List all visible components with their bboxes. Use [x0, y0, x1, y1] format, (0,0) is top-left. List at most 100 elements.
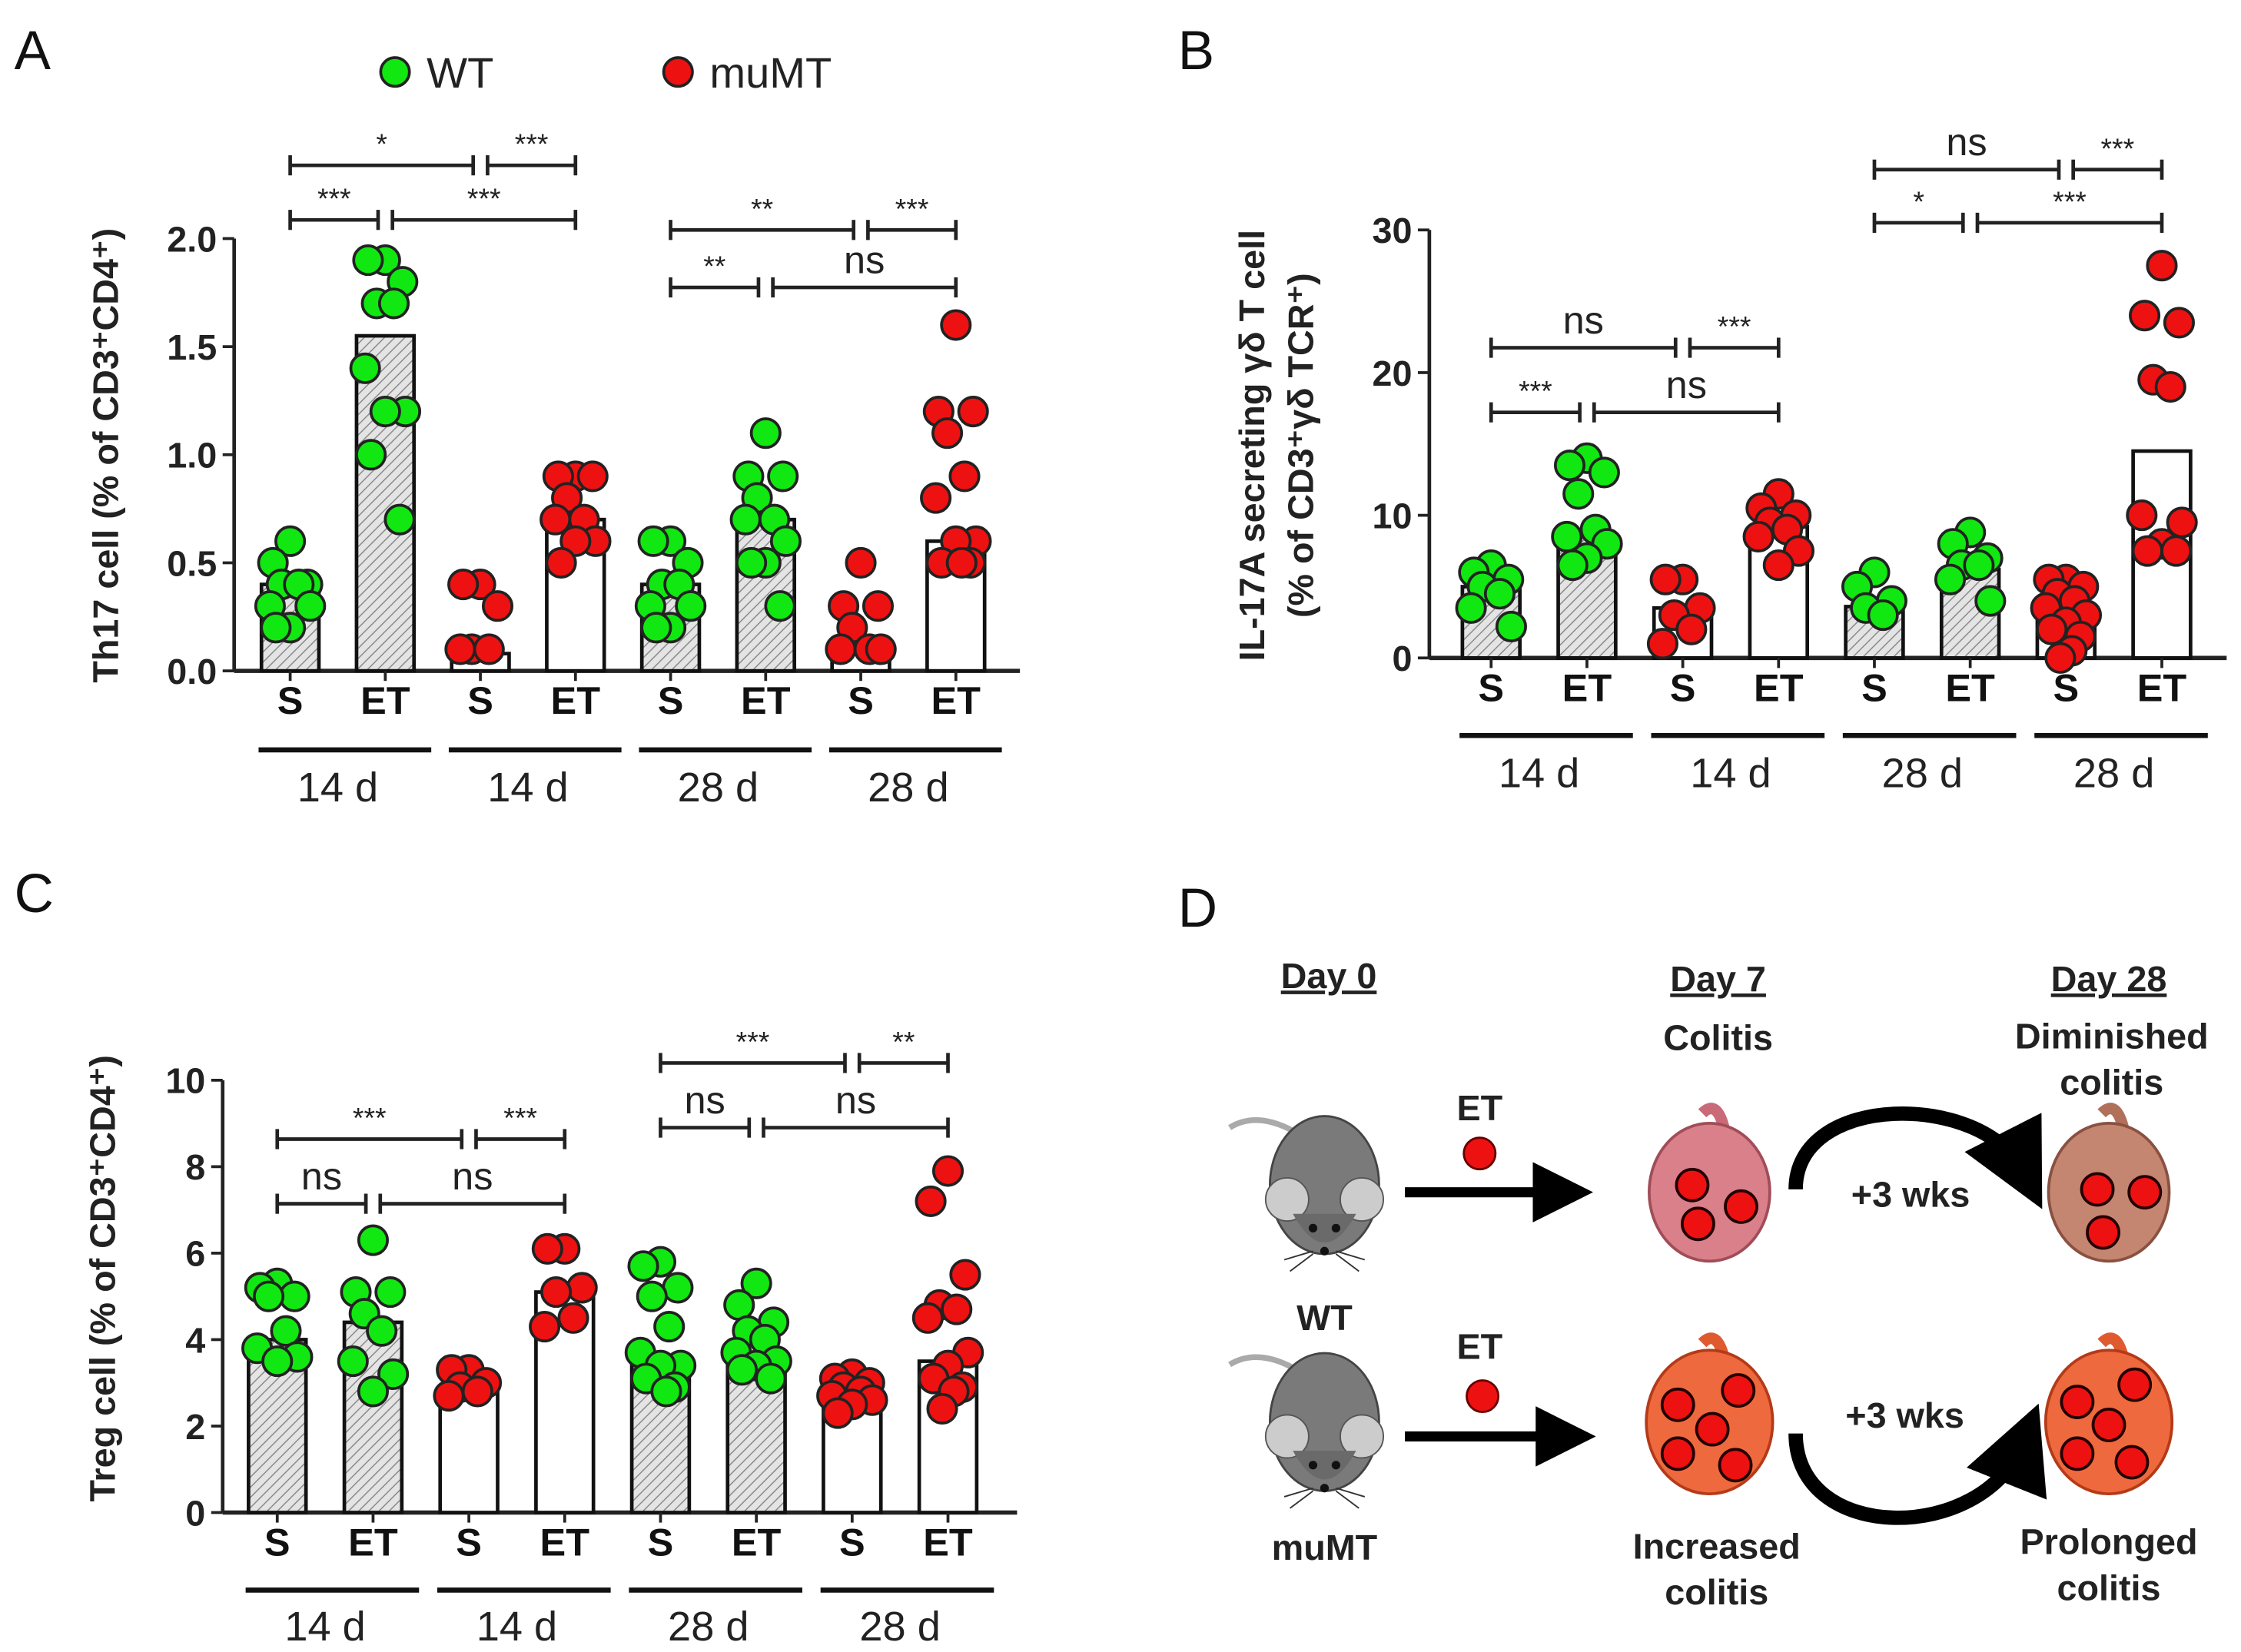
data-point [845, 546, 877, 579]
data-point [294, 590, 327, 622]
group-label: 14 d [1690, 751, 1771, 797]
data-point [270, 1315, 302, 1347]
significance-label: ** [703, 250, 725, 282]
group-label: 14 d [1499, 751, 1579, 797]
x-tick-label: ET [348, 1521, 398, 1564]
data-point [640, 612, 672, 644]
group-label: 28 d [2073, 751, 2154, 797]
data-point [1974, 585, 2007, 617]
panel-label-c: C [15, 864, 54, 924]
data-point [433, 1380, 465, 1412]
data-point [948, 460, 981, 493]
y-tick-label: 4 [185, 1320, 205, 1360]
data-point [740, 1267, 772, 1299]
data-point [559, 525, 592, 557]
data-point [755, 1362, 787, 1395]
y-tick-label: 8 [185, 1147, 205, 1187]
significance-label: *** [1718, 310, 1751, 343]
data-point [915, 1185, 947, 1217]
x-tick-label: ET [551, 678, 601, 722]
x-tick-label: S [456, 1521, 482, 1564]
x-tick-label: S [848, 678, 874, 722]
data-point [545, 546, 577, 579]
increased-label-2: colitis [1665, 1572, 1768, 1612]
data-point [2044, 642, 2077, 674]
data-point [2036, 613, 2068, 645]
data-point [260, 612, 292, 644]
mumt-mouse-icon [1228, 1352, 1385, 1509]
group-label: 14 d [297, 765, 378, 811]
data-point [941, 1293, 973, 1325]
data-point [1963, 549, 1995, 582]
data-point [355, 439, 387, 471]
data-point [352, 244, 384, 277]
data-point [2131, 535, 2163, 567]
data-point [540, 1275, 573, 1309]
colitis-label: Colitis [1663, 1018, 1773, 1058]
data-point [357, 1224, 390, 1256]
y-tick-label: 10 [165, 1061, 205, 1101]
significance-label: *** [503, 1102, 537, 1134]
significance-label: *** [467, 182, 501, 214]
significance-label: *** [317, 182, 351, 214]
et-bottom-dot-icon [1466, 1379, 1500, 1414]
data-point [349, 352, 381, 384]
intestine-wt-day28-icon [2047, 1103, 2171, 1263]
day0-label: Day 0 [1281, 956, 1377, 996]
significance-label: ns [1946, 120, 1987, 164]
legend-wt-marker [379, 56, 411, 88]
data-point [862, 590, 895, 622]
x-tick-label: ET [732, 1521, 782, 1564]
data-point [1455, 592, 1487, 624]
group-label: 28 d [678, 765, 759, 811]
legend-mumt-label: muMT [709, 48, 832, 97]
data-point [926, 1392, 958, 1425]
data-point [1867, 599, 1899, 632]
group-label: 28 d [868, 765, 948, 811]
y-tick-label: 0.0 [167, 652, 217, 692]
data-point [377, 287, 410, 320]
data-point [366, 1315, 398, 1347]
wks-bottom-label: +3 wks [1845, 1395, 1964, 1435]
data-point [447, 569, 480, 601]
bar-et-wt [354, 333, 417, 673]
prolonged-label-1: Prolonged [2020, 1522, 2198, 1562]
data-point [931, 417, 964, 449]
data-point [369, 395, 401, 428]
data-point [957, 395, 989, 428]
data-point [377, 1358, 410, 1391]
data-point [540, 503, 572, 536]
data-point [749, 417, 782, 449]
data-point [531, 1232, 563, 1265]
data-point [1495, 610, 1527, 643]
diminished-label-2: colitis [2060, 1063, 2163, 1103]
significance-label: *** [515, 128, 549, 160]
x-tick-label: S [264, 1521, 290, 1564]
data-point [636, 1280, 668, 1312]
y-axis-label: Treg cell (% of CD3⁺CD4⁺) [83, 1055, 123, 1502]
x-tick-label: ET [741, 678, 791, 722]
y-axis-label: IL-17A secreting γδ T cell [1232, 230, 1272, 661]
data-point [473, 633, 505, 665]
group-label: 28 d [1882, 751, 1963, 797]
x-tick-label: S [1670, 665, 1696, 709]
significance-label: *** [2053, 185, 2087, 217]
significance-label: *** [1519, 375, 1552, 407]
data-point [2160, 535, 2193, 567]
significance-label: ns [1666, 363, 1707, 406]
data-point [1646, 628, 1679, 660]
y-tick-label: 1.0 [167, 436, 217, 476]
legend-mumt-marker [662, 56, 694, 88]
data-point [274, 525, 307, 557]
x-tick-label: S [2053, 665, 2079, 709]
data-point [383, 503, 416, 536]
wks-top-label: +3 wks [1851, 1174, 1970, 1214]
x-tick-label: ET [931, 678, 981, 722]
data-point [444, 633, 476, 665]
data-point [1675, 613, 1708, 645]
y-axis-label: Th17 cell (% of CD3⁺CD4⁺) [85, 228, 125, 683]
data-point [252, 1280, 285, 1312]
et-bottom-label: ET [1456, 1326, 1502, 1366]
x-tick-label: S [658, 678, 684, 722]
